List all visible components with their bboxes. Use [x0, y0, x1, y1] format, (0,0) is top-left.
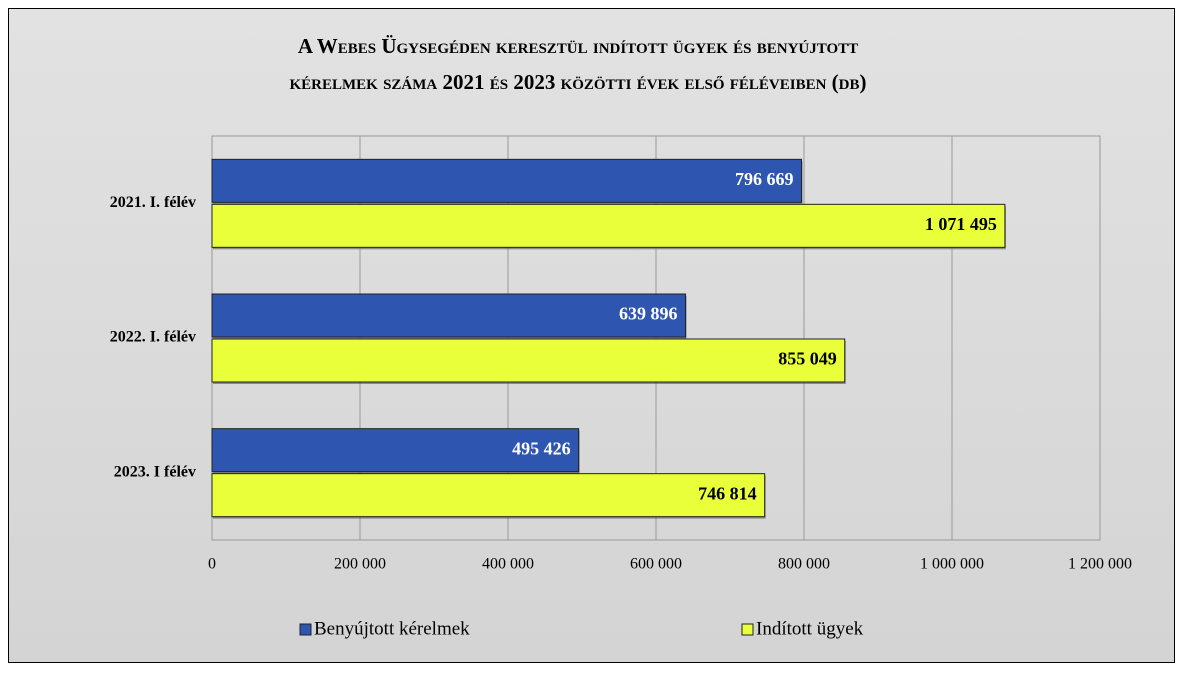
- data-label: 746 814: [698, 483, 757, 503]
- bar: [211, 203, 1006, 248]
- legend-swatch: [741, 623, 754, 636]
- x-tick-label: 0: [208, 556, 216, 573]
- data-label: 855 049: [778, 349, 837, 369]
- bar: [211, 293, 687, 338]
- bar: [211, 428, 580, 473]
- y-tick-label: 2022. I. félév: [110, 329, 196, 346]
- legend-label: Benyújtott kérelmek: [314, 618, 470, 639]
- bar: [211, 338, 846, 383]
- chart-title: A Webes Ügysegéden keresztül indított üg…: [298, 34, 858, 58]
- legend-label: Indított ügyek: [756, 618, 864, 639]
- x-tick-label: 200 000: [334, 556, 386, 573]
- bar: [211, 473, 766, 518]
- chart-title: kérelmek száma 2021 és 2023 közötti évek…: [289, 70, 866, 94]
- bar: [211, 158, 803, 203]
- data-label: 495 426: [512, 438, 571, 458]
- data-label: 1 071 495: [925, 214, 997, 234]
- data-label: 639 896: [619, 304, 678, 324]
- x-tick-label: 1 200 000: [1068, 556, 1132, 573]
- legend-swatch: [299, 623, 312, 636]
- x-tick-label: 1 000 000: [920, 556, 984, 573]
- x-tick-label: 600 000: [630, 556, 682, 573]
- y-tick-label: 2021. I. félév: [110, 194, 196, 211]
- data-label: 796 669: [735, 169, 794, 189]
- x-tick-label: 800 000: [778, 556, 830, 573]
- y-tick-label: 2023. I félév: [114, 463, 196, 480]
- x-tick-label: 400 000: [482, 556, 534, 573]
